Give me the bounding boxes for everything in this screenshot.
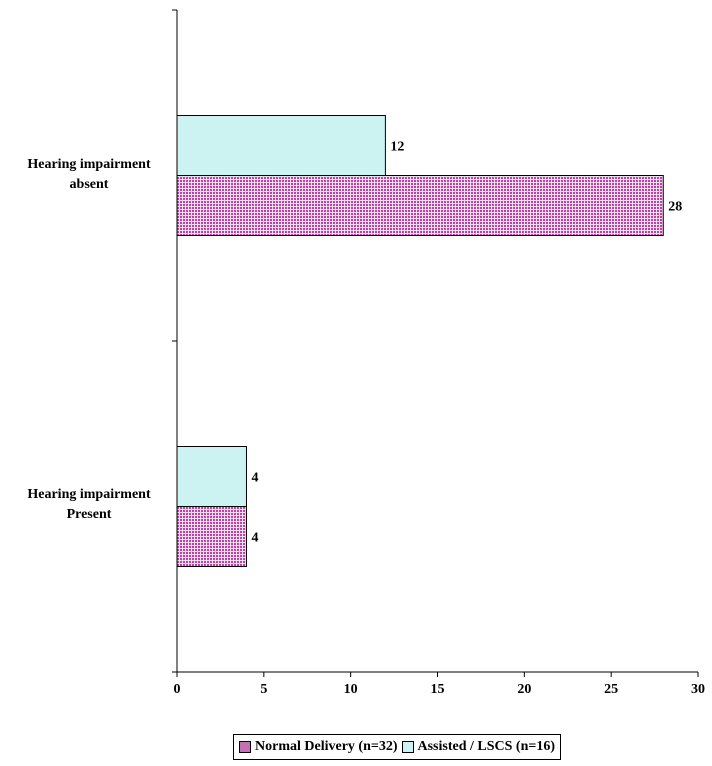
bar-normal-delivery-n-32-hearing-impairment-absent <box>176 175 664 236</box>
x-tick-label-10: 10 <box>344 682 358 697</box>
legend-item-assisted-lscs: Assisted / LSCS (n=16) <box>401 739 556 755</box>
bar-assisted-lscs-n-16-hearing-impairment-absent <box>176 115 386 176</box>
data-label-normal-delivery-n-32-hearing-impairment-present: 4 <box>251 531 258 546</box>
legend-label-normal-delivery: Normal Delivery (n=32) <box>255 739 398 754</box>
legend-label-assisted-lscs: Assisted / LSCS (n=16) <box>417 739 556 754</box>
x-tick-label-5: 5 <box>260 682 267 697</box>
bar-normal-delivery-n-32-hearing-impairment-present <box>176 506 247 567</box>
x-tick-label-20: 20 <box>517 682 531 697</box>
data-label-assisted-lscs-n-16-hearing-impairment-absent: 12 <box>390 140 404 155</box>
x-tick-label-30: 30 <box>691 682 705 697</box>
x-tick-label-15: 15 <box>431 682 445 697</box>
data-label-normal-delivery-n-32-hearing-impairment-absent: 28 <box>668 200 682 215</box>
legend-item-normal-delivery: Normal Delivery (n=32) <box>239 739 398 755</box>
chart-legend: Normal Delivery (n=32) Assisted / LSCS (… <box>233 734 562 760</box>
category-label-absent: Hearing impairment absent <box>27 157 151 192</box>
legend-swatch-normal-delivery <box>239 741 251 753</box>
legend-swatch-assisted-lscs <box>401 741 414 753</box>
x-tick-label-0: 0 <box>174 682 181 697</box>
bar-assisted-lscs-n-16-hearing-impairment-present <box>176 446 247 507</box>
x-tick-label-25: 25 <box>604 682 618 697</box>
data-label-assisted-lscs-n-16-hearing-impairment-present: 4 <box>251 471 258 486</box>
category-label-present: Hearing impairment Present <box>27 487 151 522</box>
